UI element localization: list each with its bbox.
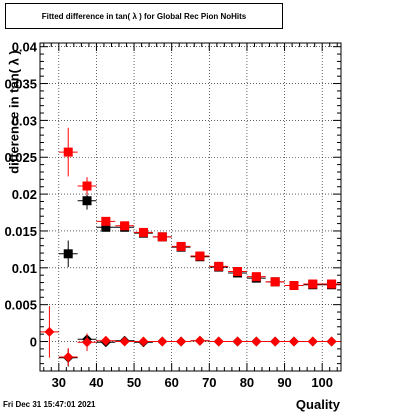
data-point-diamond (288, 336, 299, 347)
data-point-diamond (44, 326, 55, 337)
datestamp: Fri Dec 31 15:47:01 2021 (3, 400, 96, 409)
data-point-diamond (119, 336, 130, 347)
data-point-square (327, 279, 337, 289)
x-tick-label: 70 (202, 375, 216, 390)
chart-title: Fitted difference in tan( λ ) for Global… (41, 11, 247, 21)
data-point-diamond (176, 336, 187, 347)
x-tick-label: 90 (277, 375, 291, 390)
data-point-square (63, 249, 73, 259)
y-tick-label: 0 (30, 335, 37, 350)
x-tick-label: 80 (240, 375, 254, 390)
y-tick-label: 0.02 (12, 187, 37, 202)
data-point-diamond (63, 351, 74, 362)
data-point-square (251, 272, 261, 282)
x-axis-label: Quality (295, 397, 340, 412)
y-tick-label: 0.04 (12, 40, 38, 55)
y-tick-label: 0.015 (4, 224, 37, 239)
data-point-diamond (307, 336, 318, 347)
data-point-diamond (251, 336, 262, 347)
y-axis-label: difference in tan( λ ) (6, 50, 22, 174)
data-point-diamond (157, 336, 168, 347)
data-point-square (82, 181, 92, 191)
data-point-square (195, 251, 205, 261)
y-tick-label: 0.01 (12, 261, 37, 276)
data-point-diamond (100, 335, 111, 346)
data-point-square (308, 279, 318, 289)
x-tick-label: 60 (164, 375, 178, 390)
data-point-diamond (232, 336, 243, 347)
data-point-diamond (138, 336, 149, 347)
data-point-square (233, 266, 243, 276)
x-tick-label: 50 (127, 375, 141, 390)
x-tick-label: 30 (52, 375, 66, 390)
data-point-diamond (213, 336, 224, 347)
data-point-square (270, 277, 280, 287)
y-tick-label: 0.035 (4, 77, 37, 92)
chart-title-box: Fitted difference in tan( λ ) for Global… (5, 3, 283, 29)
data-point-diamond (194, 335, 205, 346)
data-point-square (214, 261, 224, 271)
y-tick-label: 0.005 (4, 298, 37, 313)
data-point-square (120, 221, 130, 231)
y-tick-label: 0.03 (12, 113, 37, 128)
data-point-square (101, 222, 111, 232)
data-point-diamond (270, 336, 281, 347)
plot-frame-bg (40, 43, 341, 371)
y-tick-label: 0.025 (4, 150, 37, 165)
x-tick-label: 40 (89, 375, 103, 390)
data-point-square (138, 227, 148, 237)
data-point-square (82, 196, 92, 206)
data-point-diamond (326, 336, 337, 347)
data-point-square (289, 280, 299, 290)
data-point-square (101, 216, 111, 226)
data-point-diamond (82, 337, 93, 348)
data-point-square (63, 147, 73, 157)
data-point-square (176, 241, 186, 251)
x-tick-label: 100 (311, 375, 333, 390)
data-point-square (157, 232, 167, 242)
plot-frame (39, 42, 342, 372)
